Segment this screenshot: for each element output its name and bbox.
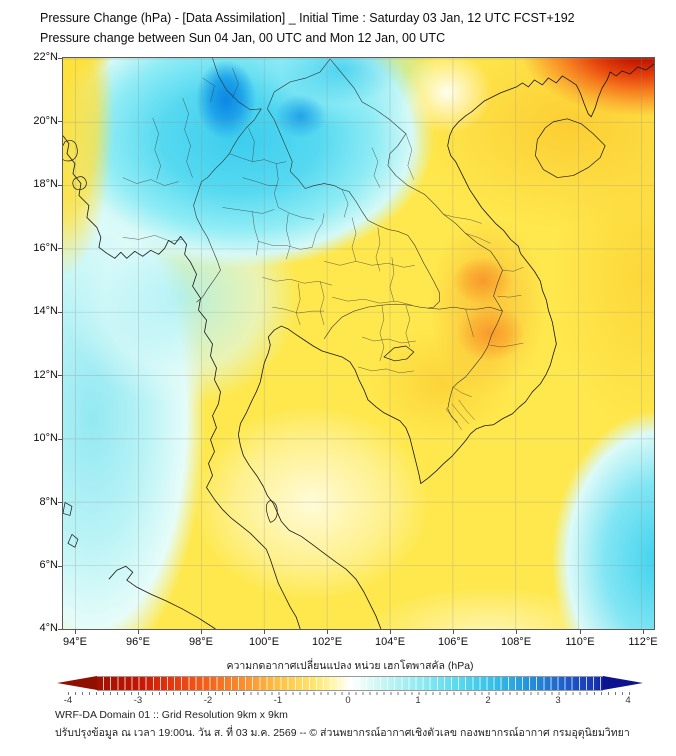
- pressure-change-map: [62, 57, 655, 630]
- y-axis-label: 16°N: [33, 242, 58, 254]
- x-axis-label: 108°E: [500, 636, 532, 648]
- y-tick: [58, 439, 62, 440]
- colorbar-tick-label: -2: [203, 695, 213, 706]
- coastline: [63, 63, 654, 629]
- country-borders: [193, 58, 503, 423]
- x-axis-label: 112°E: [628, 636, 658, 648]
- y-tick: [58, 566, 62, 567]
- y-tick: [58, 629, 62, 630]
- colorbar-tick-label: 0: [345, 695, 351, 706]
- x-tick: [390, 630, 391, 634]
- x-axis-label: 104°E: [374, 636, 406, 648]
- y-tick: [58, 312, 62, 313]
- colorbar-left-arrow: [57, 676, 97, 690]
- colorbar-tick-label: -3: [133, 695, 143, 706]
- x-tick: [516, 630, 517, 634]
- x-axis-label: 96°E: [126, 636, 150, 648]
- colorbar-minor-ticks: [68, 692, 630, 695]
- y-axis-label: 20°N: [33, 115, 58, 127]
- colorbar-label: ความกดอากาศเปลี่ยนแปลง หน่วย เฮกโตพาสคัล…: [226, 660, 474, 672]
- x-tick: [264, 630, 265, 634]
- y-axis-label: 6°N: [39, 559, 58, 571]
- y-axis-label: 12°N: [33, 369, 58, 381]
- x-tick: [580, 630, 581, 634]
- y-tick: [58, 375, 62, 376]
- colorbar-tick-label: 3: [555, 695, 561, 706]
- y-axis-label: 4°N: [39, 622, 58, 634]
- map-title: Pressure Change (hPa) - [Data Assimilati…: [40, 11, 575, 25]
- y-tick: [58, 248, 62, 249]
- islands-and-lakes: [63, 118, 606, 548]
- map-overlay: [63, 58, 654, 629]
- x-tick: [327, 630, 328, 634]
- y-axis-label: 8°N: [39, 496, 58, 508]
- y-axis-label: 14°N: [33, 305, 58, 317]
- graticule-grid: [63, 58, 654, 629]
- x-tick: [201, 630, 202, 634]
- x-axis-label: 102°E: [311, 636, 343, 648]
- colorbar-tick-label: -1: [273, 695, 283, 706]
- y-tick: [58, 121, 62, 122]
- colorbar-tick-label: 1: [415, 695, 421, 706]
- y-tick: [58, 58, 62, 59]
- colorbar-tick-label: -4: [63, 695, 73, 706]
- x-axis-label: 110°E: [565, 636, 595, 648]
- y-tick: [58, 502, 62, 503]
- colorbar: [97, 676, 603, 691]
- y-tick: [58, 185, 62, 186]
- footer-update-info: ปรับปรุงข้อมูล ณ เวลา 19:00น. วัน ส. ที่…: [55, 727, 630, 739]
- y-axis-label: 22°N: [33, 51, 58, 63]
- y-axis-label: 18°N: [33, 178, 58, 190]
- x-axis-label: 106°E: [437, 636, 469, 648]
- x-axis-label: 94°E: [63, 636, 87, 648]
- x-tick: [453, 630, 454, 634]
- x-axis-label: 98°E: [189, 636, 213, 648]
- x-tick: [75, 630, 76, 634]
- colorbar-tick-label: 4: [625, 695, 631, 706]
- y-axis-label: 10°N: [33, 432, 58, 444]
- x-tick: [138, 630, 139, 634]
- map-subtitle: Pressure change between Sun 04 Jan, 00 U…: [40, 31, 446, 45]
- colorbar-right-arrow: [603, 676, 643, 690]
- province-boundaries: [122, 67, 524, 430]
- footer-domain-info: WRF-DA Domain 01 :: Grid Resolution 9km …: [55, 709, 288, 721]
- colorbar-tick-label: 2: [485, 695, 491, 706]
- x-axis-label: 100°E: [248, 636, 280, 648]
- x-tick: [643, 630, 644, 634]
